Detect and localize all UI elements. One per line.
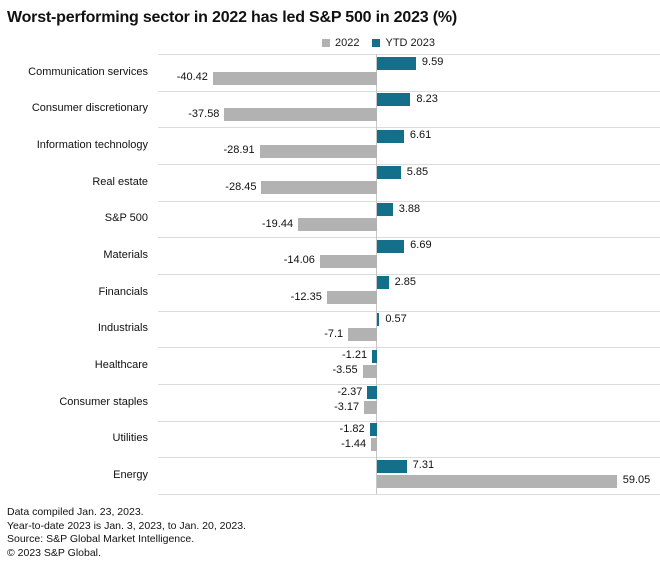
value-label: -19.44 <box>261 217 294 230</box>
bar-2022 <box>261 181 377 195</box>
bar-ytd-2023 <box>369 423 377 436</box>
category-label: Energy <box>113 468 148 481</box>
row-divider <box>158 90 660 92</box>
bar-2022 <box>298 218 377 232</box>
footnote-copyright: © 2023 S&P Global. <box>7 546 101 559</box>
row-divider <box>158 54 660 55</box>
bar-ytd-2023 <box>377 93 411 107</box>
category-label: Consumer discretionary <box>31 102 148 115</box>
chart-title: Worst-performing sector in 2022 has led … <box>7 9 457 26</box>
row-divider <box>158 237 660 239</box>
row-divider <box>158 200 660 202</box>
bar-2022 <box>259 144 377 158</box>
value-label: 6.69 <box>410 239 432 252</box>
bar-ytd-2023 <box>372 349 377 363</box>
category-label: Information technology <box>36 139 148 152</box>
value-label: -3.55 <box>332 364 358 377</box>
row-divider <box>158 273 660 275</box>
value-label: 7.31 <box>412 459 435 472</box>
value-label: 5.85 <box>406 165 429 178</box>
value-label: 2.85 <box>394 275 416 288</box>
bar-2022 <box>326 291 377 305</box>
bar-ytd-2023 <box>377 239 405 253</box>
value-label: -1.44 <box>341 437 367 450</box>
value-label: -14.06 <box>283 254 315 267</box>
row-divider <box>158 310 660 312</box>
legend: 2022 YTD 2023 <box>322 37 435 49</box>
legend-label-2022: 2022 <box>335 37 360 49</box>
bar-ytd-2023 <box>377 56 416 70</box>
footer-notes: Data compiled Jan. 23, 2023. Year-to-dat… <box>7 506 246 560</box>
value-label: -1.82 <box>339 422 365 435</box>
bar-2022 <box>212 71 377 85</box>
zero-axis-line <box>376 54 377 494</box>
bar-ytd-2023 <box>377 203 393 217</box>
category-label: Materials <box>103 249 148 262</box>
value-label: -37.58 <box>188 107 220 120</box>
bar-ytd-2023 <box>377 129 404 143</box>
footnote-source: Source: S&P Global Market Intelligence. <box>7 533 195 546</box>
legend-label-ytd-2023: YTD 2023 <box>385 37 436 49</box>
legend-swatch-2022-icon <box>322 39 330 47</box>
value-label: 9.59 <box>421 56 444 68</box>
footnote-compiled: Data compiled Jan. 23, 2023. <box>7 506 144 518</box>
bar-ytd-2023 <box>377 313 380 327</box>
value-label: -28.45 <box>225 180 257 193</box>
row-divider <box>158 457 660 459</box>
row-divider <box>158 420 660 422</box>
category-label: Communication services <box>28 65 148 78</box>
bar-2022 <box>362 364 377 378</box>
row-divider <box>158 383 660 385</box>
legend-item-2022: 2022 <box>322 37 359 49</box>
value-label: 8.23 <box>416 92 438 105</box>
category-label: Industrials <box>97 322 148 335</box>
category-label: Consumer staples <box>59 395 148 408</box>
value-label: -12.35 <box>290 290 322 303</box>
category-label: Utilities <box>112 432 148 445</box>
value-label: -28.91 <box>223 144 255 157</box>
category-label: Real estate <box>92 175 148 188</box>
value-label: -40.42 <box>176 71 208 83</box>
category-label: Financials <box>98 285 148 298</box>
value-label: 0.57 <box>385 312 407 325</box>
category-label: S&P 500 <box>104 212 148 225</box>
legend-item-ytd-2023: YTD 2023 <box>372 37 435 49</box>
footnote-ytd-range: Year-to-date 2023 is Jan. 3, 2023, to Ja… <box>7 519 246 532</box>
bar-ytd-2023 <box>377 459 407 473</box>
row-divider <box>158 493 660 495</box>
bar-2022 <box>348 328 377 342</box>
row-divider <box>158 163 660 165</box>
value-label: -1.21 <box>342 349 368 362</box>
bar-ytd-2023 <box>377 166 401 180</box>
bar-2022 <box>319 254 377 268</box>
bar-ytd-2023 <box>367 386 377 400</box>
category-label: Healthcare <box>94 359 148 371</box>
value-label: 59.05 <box>622 474 651 487</box>
bar-2022 <box>364 401 377 415</box>
value-label: 3.88 <box>398 202 421 215</box>
value-label: -2.37 <box>337 385 363 398</box>
value-label: -7.1 <box>324 327 344 340</box>
value-label: -3.17 <box>334 400 360 413</box>
bar-2022 <box>371 438 377 451</box>
bar-ytd-2023 <box>377 276 389 290</box>
value-label: 6.61 <box>409 129 432 142</box>
row-divider <box>158 127 660 129</box>
bar-2022 <box>224 108 377 122</box>
bar-2022 <box>377 474 617 488</box>
row-divider <box>158 347 660 349</box>
legend-swatch-ytd-2023-icon <box>372 39 381 47</box>
